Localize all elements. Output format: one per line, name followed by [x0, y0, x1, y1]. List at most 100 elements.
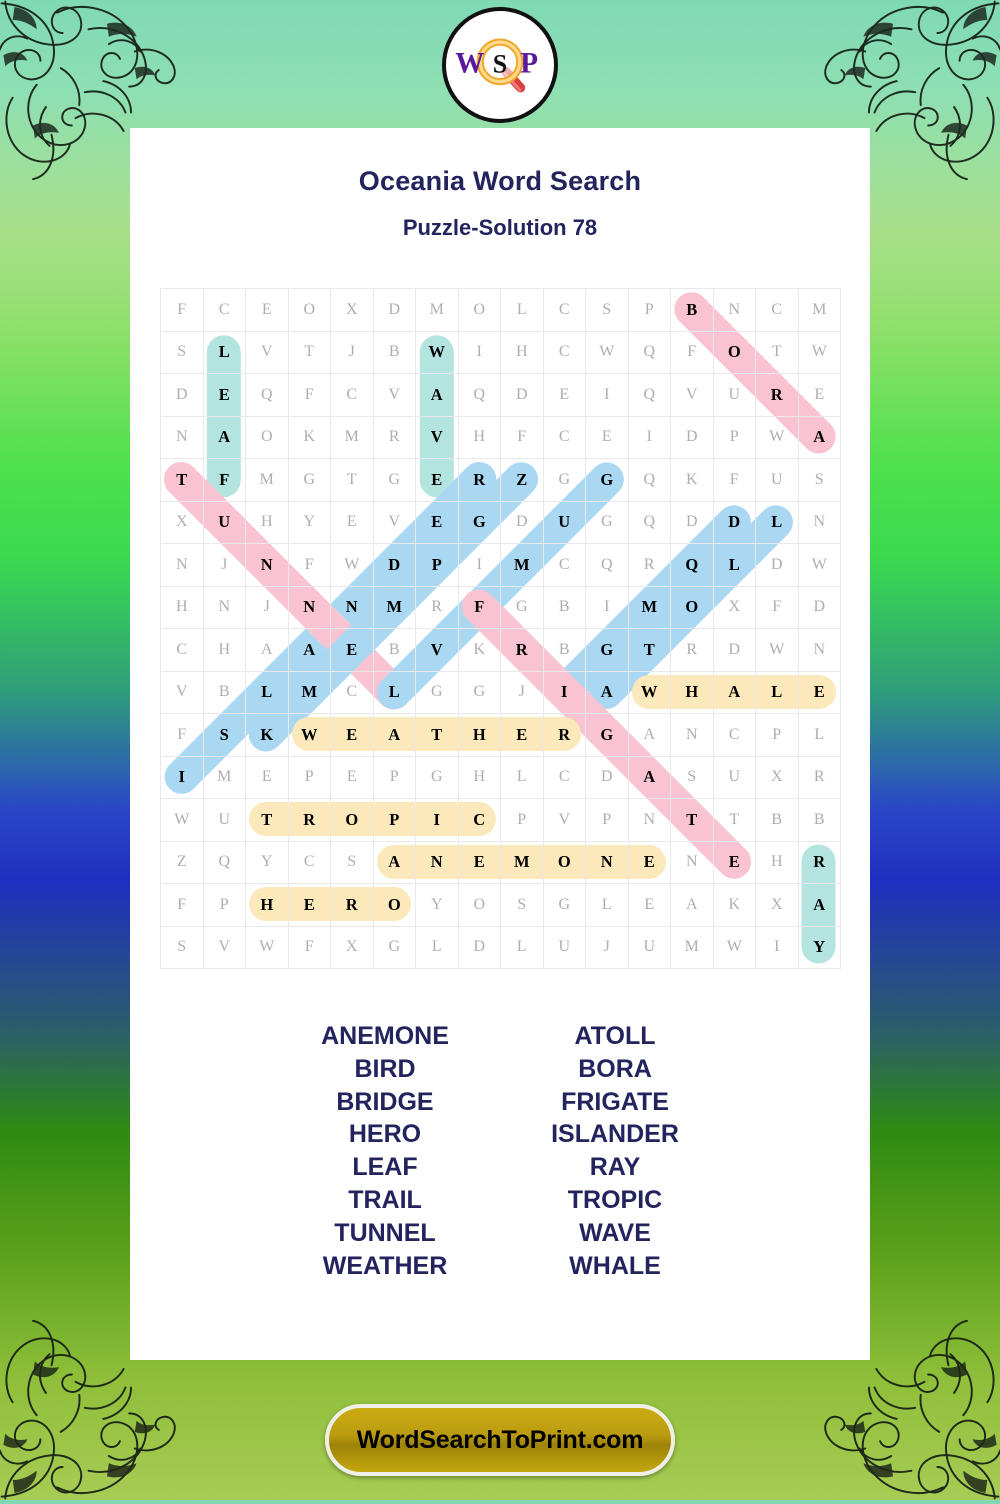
- grid-cell[interactable]: I: [755, 925, 799, 969]
- grid-cell[interactable]: D: [585, 755, 629, 799]
- grid-cell[interactable]: W: [287, 713, 331, 757]
- grid-cell[interactable]: T: [160, 458, 204, 502]
- grid-cell[interactable]: C: [330, 670, 374, 714]
- grid-cell[interactable]: L: [585, 883, 629, 927]
- grid-cell[interactable]: X: [755, 755, 799, 799]
- grid-cell[interactable]: W: [627, 670, 671, 714]
- grid-cell[interactable]: M: [245, 458, 289, 502]
- grid-cell[interactable]: W: [797, 543, 841, 587]
- grid-cell[interactable]: M: [670, 925, 714, 969]
- grid-cell[interactable]: R: [542, 713, 586, 757]
- grid-cell[interactable]: C: [542, 288, 586, 332]
- grid-cell[interactable]: D: [755, 543, 799, 587]
- grid-cell[interactable]: I: [160, 755, 204, 799]
- website-button[interactable]: WordSearchToPrint.com: [325, 1404, 675, 1476]
- grid-cell[interactable]: G: [585, 458, 629, 502]
- grid-cell[interactable]: V: [415, 628, 459, 672]
- grid-cell[interactable]: H: [500, 330, 544, 374]
- grid-cell[interactable]: V: [670, 373, 714, 417]
- grid-cell[interactable]: W: [330, 543, 374, 587]
- grid-cell[interactable]: M: [330, 415, 374, 459]
- grid-cell[interactable]: D: [372, 543, 416, 587]
- grid-cell[interactable]: F: [712, 458, 756, 502]
- grid-cell[interactable]: U: [202, 500, 246, 544]
- grid-cell[interactable]: Q: [585, 543, 629, 587]
- grid-cell[interactable]: B: [542, 585, 586, 629]
- grid-cell[interactable]: Q: [245, 373, 289, 417]
- grid-cell[interactable]: L: [500, 288, 544, 332]
- grid-cell[interactable]: I: [415, 798, 459, 842]
- grid-cell[interactable]: C: [542, 415, 586, 459]
- grid-cell[interactable]: J: [245, 585, 289, 629]
- grid-cell[interactable]: E: [797, 373, 841, 417]
- grid-cell[interactable]: B: [670, 288, 714, 332]
- grid-cell[interactable]: A: [797, 883, 841, 927]
- grid-cell[interactable]: H: [457, 713, 501, 757]
- grid-cell[interactable]: L: [202, 330, 246, 374]
- grid-cell[interactable]: Q: [202, 840, 246, 884]
- grid-cell[interactable]: E: [500, 713, 544, 757]
- grid-cell[interactable]: E: [585, 415, 629, 459]
- grid-cell[interactable]: G: [585, 500, 629, 544]
- grid-cell[interactable]: C: [202, 288, 246, 332]
- grid-cell[interactable]: C: [330, 373, 374, 417]
- grid-cell[interactable]: V: [372, 373, 416, 417]
- grid-cell[interactable]: V: [372, 500, 416, 544]
- grid-cell[interactable]: L: [372, 670, 416, 714]
- grid-cell[interactable]: V: [202, 925, 246, 969]
- grid-cell[interactable]: F: [160, 288, 204, 332]
- grid-cell[interactable]: N: [797, 628, 841, 672]
- grid-cell[interactable]: O: [670, 585, 714, 629]
- grid-cell[interactable]: D: [670, 500, 714, 544]
- grid-cell[interactable]: N: [670, 713, 714, 757]
- grid-cell[interactable]: M: [287, 670, 331, 714]
- grid-cell[interactable]: K: [457, 628, 501, 672]
- grid-cell[interactable]: W: [585, 330, 629, 374]
- grid-cell[interactable]: B: [542, 628, 586, 672]
- grid-cell[interactable]: E: [330, 755, 374, 799]
- grid-cell[interactable]: M: [797, 288, 841, 332]
- grid-cell[interactable]: A: [585, 670, 629, 714]
- grid-cell[interactable]: G: [542, 883, 586, 927]
- grid-cell[interactable]: G: [415, 670, 459, 714]
- grid-cell[interactable]: F: [287, 373, 331, 417]
- grid-cell[interactable]: E: [202, 373, 246, 417]
- grid-cell[interactable]: I: [585, 373, 629, 417]
- grid-cell[interactable]: P: [627, 288, 671, 332]
- grid-cell[interactable]: T: [627, 628, 671, 672]
- grid-cell[interactable]: L: [500, 755, 544, 799]
- grid-cell[interactable]: G: [457, 500, 501, 544]
- grid-cell[interactable]: N: [160, 415, 204, 459]
- grid-cell[interactable]: X: [712, 585, 756, 629]
- grid-cell[interactable]: X: [330, 925, 374, 969]
- grid-cell[interactable]: R: [415, 585, 459, 629]
- grid-cell[interactable]: O: [457, 883, 501, 927]
- grid-cell[interactable]: G: [372, 458, 416, 502]
- grid-cell[interactable]: N: [670, 840, 714, 884]
- grid-cell[interactable]: B: [372, 330, 416, 374]
- grid-cell[interactable]: L: [415, 925, 459, 969]
- grid-cell[interactable]: W: [755, 628, 799, 672]
- grid-cell[interactable]: O: [287, 288, 331, 332]
- grid-cell[interactable]: I: [457, 330, 501, 374]
- grid-cell[interactable]: L: [712, 543, 756, 587]
- grid-cell[interactable]: E: [245, 755, 289, 799]
- grid-cell[interactable]: O: [457, 288, 501, 332]
- grid-cell[interactable]: C: [542, 543, 586, 587]
- grid-cell[interactable]: C: [160, 628, 204, 672]
- grid-cell[interactable]: N: [627, 798, 671, 842]
- grid-cell[interactable]: R: [670, 628, 714, 672]
- grid-cell[interactable]: O: [712, 330, 756, 374]
- grid-cell[interactable]: P: [415, 543, 459, 587]
- grid-cell[interactable]: A: [670, 883, 714, 927]
- grid-cell[interactable]: M: [415, 288, 459, 332]
- grid-cell[interactable]: T: [415, 713, 459, 757]
- grid-cell[interactable]: F: [670, 330, 714, 374]
- grid-cell[interactable]: V: [245, 330, 289, 374]
- grid-cell[interactable]: V: [415, 415, 459, 459]
- grid-cell[interactable]: E: [245, 288, 289, 332]
- grid-cell[interactable]: E: [712, 840, 756, 884]
- grid-cell[interactable]: O: [330, 798, 374, 842]
- grid-cell[interactable]: D: [712, 628, 756, 672]
